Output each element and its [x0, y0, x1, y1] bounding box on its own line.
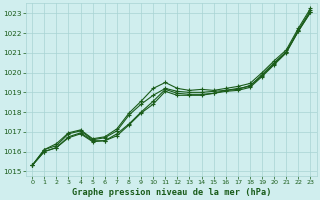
X-axis label: Graphe pression niveau de la mer (hPa): Graphe pression niveau de la mer (hPa) [72, 188, 271, 197]
